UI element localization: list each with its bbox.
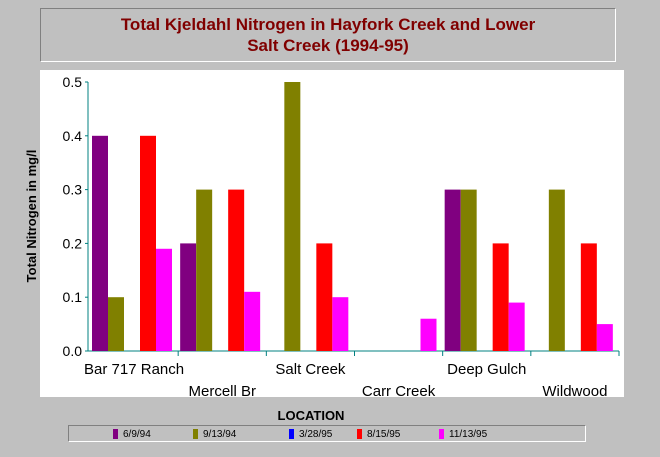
legend-item: 8/15/95 [357,427,400,441]
bar [180,243,197,351]
legend-item: 6/9/94 [113,427,151,441]
x-tick-label: Carr Creek [362,383,436,400]
x-tick-label: Bar 717 Ranch [84,361,184,378]
bar [108,297,124,351]
x-tick-label: Salt Creek [275,361,346,378]
legend-item: 3/28/95 [289,427,332,441]
y-tick-label: 0.0 [63,343,83,359]
x-tick-label: Wildwood [542,383,607,400]
y-tick-label: 0.2 [63,235,83,251]
legend-item: 9/13/94 [193,427,236,441]
bar [580,243,597,351]
bar [228,189,245,351]
bar [244,291,261,351]
x-tick-label: Deep Gulch [447,361,526,378]
y-tick-label: 0.5 [63,74,83,90]
legend-swatch [289,429,294,439]
legend-label: 9/13/94 [203,428,237,440]
legend-label: 8/15/95 [367,428,401,440]
x-tick-label: Mercell Br [188,383,256,400]
legend-label: 11/13/95 [449,428,488,440]
legend-item: 11/13/95 [439,427,487,441]
y-tick-label: 0.4 [63,128,83,144]
legend: 6/9/94 9/13/94 3/28/95 8/15/95 11/13/95 [68,425,586,442]
legend-label: 6/9/94 [123,428,151,440]
bar [444,189,461,351]
bar [508,302,525,351]
bar [596,324,613,351]
bar [92,135,108,351]
bar [140,135,156,351]
bar [196,189,213,351]
legend-swatch [193,429,198,439]
bar [548,189,565,351]
y-tick-label: 0.3 [63,182,83,198]
y-axis-title: Total Nitrogen in mg/l [24,150,39,283]
legend-swatch [357,429,362,439]
bar [284,82,301,351]
bar [156,248,172,351]
legend-swatch [113,429,118,439]
bar [420,318,437,351]
legend-label: 3/28/95 [299,428,333,440]
bar [316,243,333,351]
chart-title-line-2: Salt Creek (1994-95) [247,36,409,55]
x-axis-title: LOCATION [278,408,345,423]
bar [332,297,349,351]
legend-swatch [439,429,444,439]
chart-title-box: Total Kjeldahl Nitrogen in Hayfork Creek… [40,8,616,62]
bar [460,189,477,351]
chart-title-line-1: Total Kjeldahl Nitrogen in Hayfork Creek… [120,15,536,34]
y-tick-label: 0.1 [63,289,83,305]
bar [492,243,509,351]
